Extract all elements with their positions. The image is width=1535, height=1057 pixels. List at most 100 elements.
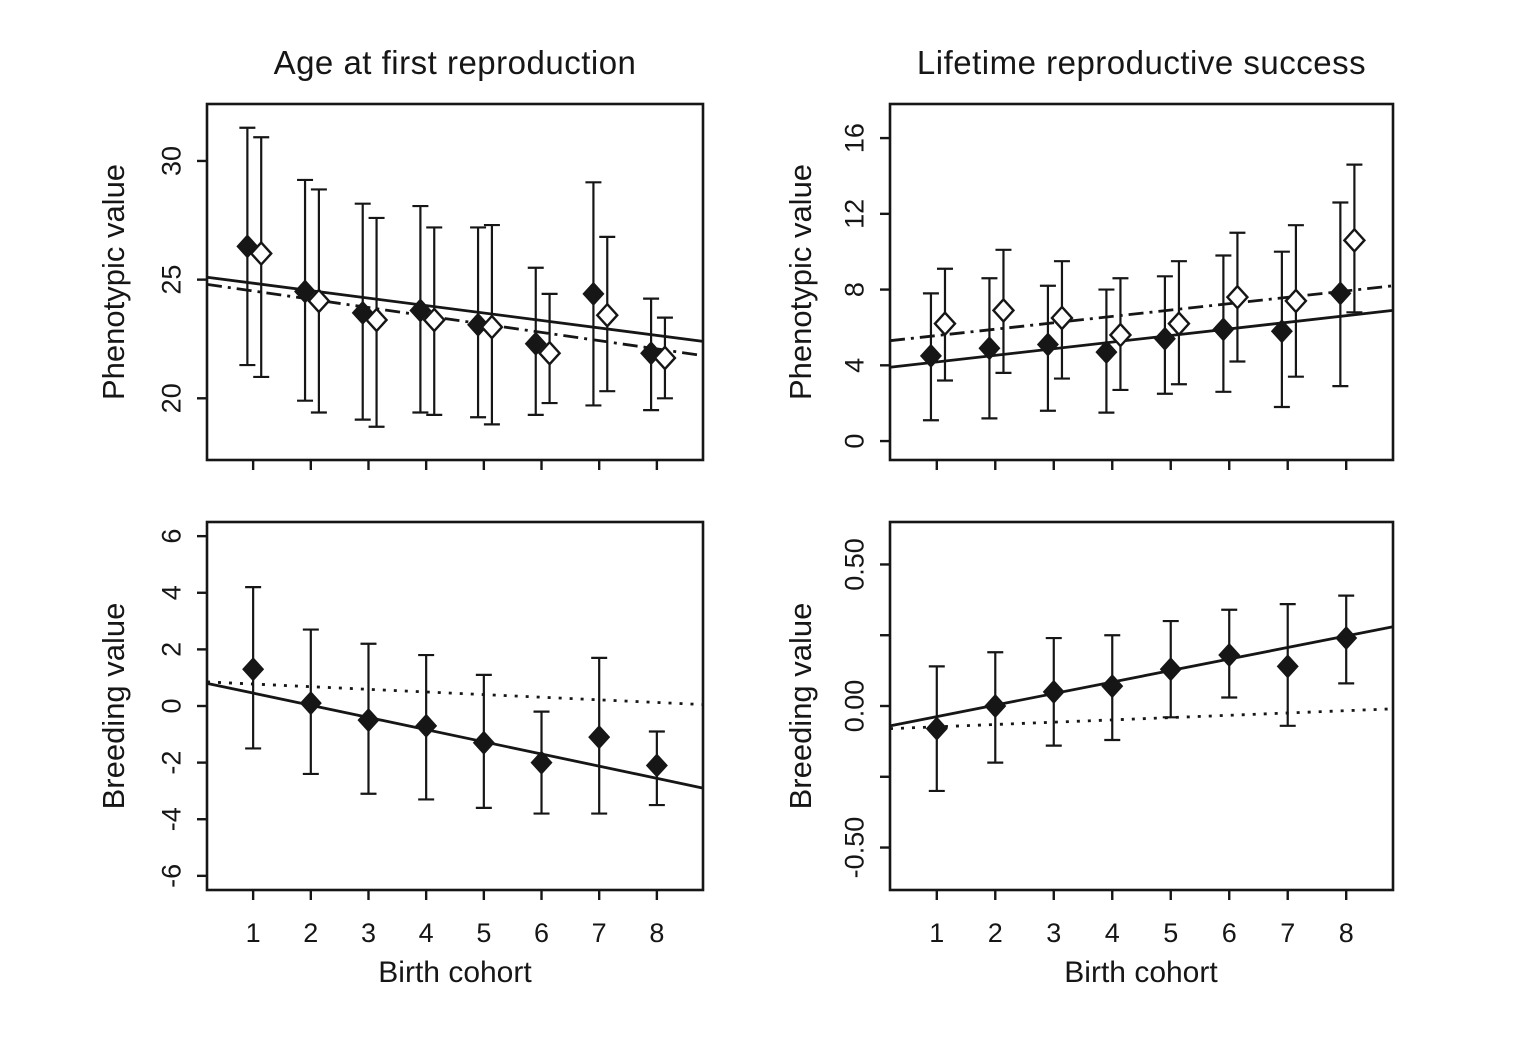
filled-diamond-marker xyxy=(1276,654,1299,679)
trend-line-dash-dot xyxy=(889,284,1394,343)
y-tick-label: 2 xyxy=(156,642,186,657)
y-tick-label: -4 xyxy=(156,807,186,831)
filled-diamond-marker xyxy=(645,753,668,778)
y-tick-label: 4 xyxy=(156,585,186,600)
x-tick-label: 8 xyxy=(649,918,664,948)
filled-diamond-marker xyxy=(582,281,605,306)
x-tick-label: 1 xyxy=(929,918,944,948)
filled-diamond-marker xyxy=(299,691,322,716)
filled-diamond-marker xyxy=(919,343,942,368)
x-tick-label: 6 xyxy=(534,918,549,948)
x-tick-label: 2 xyxy=(988,918,1003,948)
y-tick-label: 0 xyxy=(156,698,186,713)
panel-border xyxy=(888,102,1395,462)
x-tick-label: 5 xyxy=(476,918,491,948)
open-diamond-marker xyxy=(537,340,562,366)
open-diamond-marker xyxy=(1342,227,1367,254)
filled-diamond-marker xyxy=(415,713,438,738)
y-tick-label: -0.50 xyxy=(839,817,869,879)
panel-afr-breeding-value: -6 -4 -2 0 2 4 6 1 2 3 4 5 6 7 8 xyxy=(156,520,705,948)
y-axis-label-top-right: Phenotypic value xyxy=(783,163,818,401)
filled-diamond-marker xyxy=(1329,281,1352,306)
filled-diamond-marker xyxy=(409,298,432,323)
x-tick-label: 3 xyxy=(1046,918,1061,948)
y-tick-label: 20 xyxy=(156,383,186,413)
panel-border xyxy=(888,520,1395,892)
y-tick-label: 25 xyxy=(156,265,186,295)
x-tick-label: 4 xyxy=(1105,918,1120,948)
x-tick-label: 5 xyxy=(1163,918,1178,948)
y-tick-label: 0.50 xyxy=(839,538,869,591)
open-diamond-marker xyxy=(1108,322,1133,348)
x-axis-label-bottom-left: Birth cohort xyxy=(378,956,532,989)
trend-line-dotted xyxy=(889,707,1394,731)
y-axis-label-bottom-left: Breeding value xyxy=(96,602,131,810)
x-tick-label: 4 xyxy=(419,918,434,948)
filled-diamond-marker xyxy=(1095,339,1118,365)
x-tick-label: 8 xyxy=(1339,918,1354,948)
y-axis-label-top-left: Phenotypic value xyxy=(96,163,131,401)
filled-diamond-marker xyxy=(1101,674,1124,699)
panel-border xyxy=(205,102,705,462)
y-tick-label: 0.00 xyxy=(839,680,869,733)
open-diamond-marker xyxy=(364,307,389,333)
trend-line-solid xyxy=(889,625,1394,728)
filled-diamond-marker xyxy=(467,312,490,337)
open-diamond-marker xyxy=(249,240,273,267)
column-title-age-at-first-reproduction: Age at first reproduction xyxy=(273,44,637,81)
filled-diamond-marker xyxy=(1218,642,1241,668)
y-tick-label: -2 xyxy=(156,751,186,775)
filled-diamond-marker xyxy=(357,708,380,733)
x-tick-label: 1 xyxy=(246,918,261,948)
filled-diamond-marker xyxy=(1159,657,1182,682)
filled-diamond-marker xyxy=(925,716,948,741)
panel-border xyxy=(205,520,705,892)
trend-line-dash-dot xyxy=(206,282,704,357)
y-tick-label: 0 xyxy=(839,434,869,449)
y-tick-label: -6 xyxy=(156,864,186,888)
filled-diamond-marker xyxy=(1212,317,1235,342)
panel-lrs-phenotypic-value: 0 4 8 12 16 xyxy=(839,102,1395,470)
filled-diamond-marker xyxy=(984,693,1007,719)
y-tick-label: 4 xyxy=(839,358,869,373)
filled-diamond-marker xyxy=(294,279,317,304)
column-title-lifetime-reproductive-success: Lifetime reproductive success xyxy=(916,44,1367,81)
trend-line-solid xyxy=(206,275,704,343)
filled-diamond-marker xyxy=(236,234,259,259)
filled-diamond-marker xyxy=(530,750,553,775)
filled-diamond-marker xyxy=(1036,332,1059,357)
y-axis-label-bottom-right: Breeding value xyxy=(783,602,818,810)
y-tick-label: 30 xyxy=(156,146,186,176)
x-tick-label: 6 xyxy=(1222,918,1237,948)
panel-afr-phenotypic-value: 20 25 30 xyxy=(156,102,705,470)
x-axis-label-bottom-right: Birth cohort xyxy=(1064,956,1218,989)
open-diamond-marker xyxy=(1225,284,1250,310)
filled-diamond-marker xyxy=(588,725,611,750)
open-diamond-marker xyxy=(422,307,446,333)
y-tick-label: 8 xyxy=(839,282,869,297)
panel-lrs-breeding-value: -0.50 0.00 0.50 1 2 3 4 5 6 7 8 xyxy=(839,520,1395,948)
x-tick-label: 2 xyxy=(303,918,318,948)
trend-line-solid xyxy=(889,309,1394,369)
filled-diamond-marker xyxy=(1270,319,1293,344)
open-diamond-marker xyxy=(933,310,957,337)
filled-diamond-marker xyxy=(524,331,547,356)
trend-line-dotted xyxy=(206,680,704,706)
filled-diamond-marker xyxy=(978,336,1001,361)
y-tick-label: 16 xyxy=(839,123,869,153)
x-tick-label: 3 xyxy=(361,918,376,948)
filled-diamond-marker xyxy=(472,730,495,755)
open-diamond-marker xyxy=(991,297,1016,324)
open-diamond-marker xyxy=(653,345,677,371)
open-diamond-marker xyxy=(1284,288,1308,314)
y-tick-label: 6 xyxy=(156,529,186,544)
filled-diamond-marker xyxy=(242,657,265,682)
open-diamond-marker xyxy=(1167,310,1191,337)
filled-diamond-marker xyxy=(1153,326,1176,351)
x-tick-label: 7 xyxy=(592,918,607,948)
y-tick-label: 12 xyxy=(839,199,869,229)
open-diamond-marker xyxy=(480,314,504,340)
filled-diamond-marker xyxy=(1042,679,1065,704)
open-diamond-marker xyxy=(595,302,619,329)
